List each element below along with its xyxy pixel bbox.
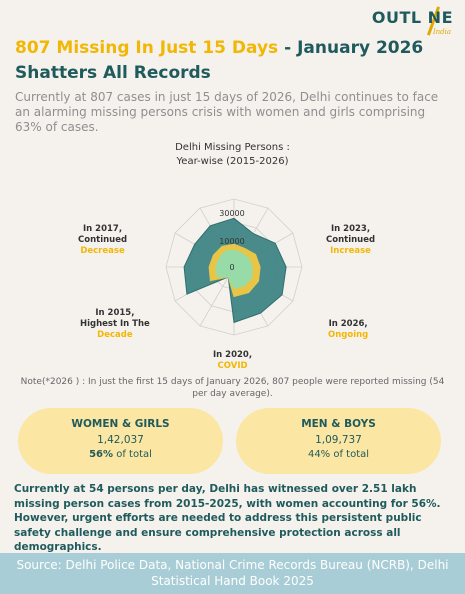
label-2026-line1: In 2026, xyxy=(328,319,368,329)
label-2020-line2: COVID xyxy=(217,361,248,371)
intro-text: Currently at 807 cases in just 15 days o… xyxy=(15,90,439,134)
label-2015-line1: In 2015, xyxy=(95,308,135,318)
label-2017-line2: Continued xyxy=(78,235,128,245)
label-2017: In 2017, Continued Decrease xyxy=(78,224,127,257)
logo-sub-text: India xyxy=(432,28,451,36)
chart-title-line2: Year-wise (2015-2026) xyxy=(176,156,289,167)
source-footer: Source: Delhi Police Data, National Crim… xyxy=(0,553,465,594)
women-girls-card: WOMEN & GIRLS 1,42,037 56% of total xyxy=(18,408,223,474)
headline-separator: - xyxy=(278,38,298,58)
women-card-pct-suffix: of total xyxy=(113,449,152,460)
label-2017-line3: Decrease xyxy=(80,246,125,256)
label-2015-line2: Highest In The xyxy=(80,319,150,329)
label-2026-line2: Ongoing xyxy=(328,330,369,340)
women-card-pct-value: 56% xyxy=(89,449,114,460)
note-text: Note(*2026 ) : In just the first 15 days… xyxy=(20,377,445,399)
outline-india-logo: OUTL NE India xyxy=(371,6,455,42)
label-2017-line1: In 2017, xyxy=(83,224,123,234)
label-2023-line1: In 2023, xyxy=(331,224,371,234)
chart-title: Delhi Missing Persons : Year-wise (2015-… xyxy=(0,141,465,169)
radar-series xyxy=(183,217,287,324)
radial-tick-0: 0 xyxy=(229,263,234,272)
headline-highlight: 807 Missing In Just 15 Days xyxy=(15,38,279,58)
men-card-number: 1,09,737 xyxy=(315,434,362,446)
radar-series-3 xyxy=(215,249,253,290)
label-2023-line3: Increase xyxy=(330,246,371,256)
label-2015-line3: Decade xyxy=(97,330,133,340)
label-2026: In 2026, Ongoing xyxy=(328,319,368,341)
women-card-pct: 56% of total xyxy=(18,449,223,460)
logo-brand-text: OUTL NE xyxy=(371,8,453,27)
chart-title-line1: Delhi Missing Persons : xyxy=(175,142,290,153)
label-2020-line1: In 2020, xyxy=(213,350,253,360)
headline-line2: Shatters All Records xyxy=(15,63,211,83)
men-card-heading: MEN & BOYS xyxy=(301,418,376,430)
label-2020: In 2020, COVID xyxy=(213,350,252,372)
label-2023-line2: Continued xyxy=(326,235,376,245)
radial-tick-30000: 30000 xyxy=(219,209,244,218)
women-card-number: 1,42,037 xyxy=(97,434,144,446)
headline-date: January 2026 xyxy=(297,38,424,58)
men-card-pct: 44% of total xyxy=(307,449,370,460)
headline: 807 Missing In Just 15 Days - January 20… xyxy=(15,38,423,58)
radial-tick-10000: 10000 xyxy=(219,237,244,246)
women-card-heading: WOMEN & GIRLS xyxy=(71,418,170,430)
label-2015: In 2015, Highest In The Decade xyxy=(80,308,150,341)
summary-text: Currently at 54 persons per day, Delhi h… xyxy=(14,483,441,553)
men-boys-card: MEN & BOYS 1,09,737 44% of total xyxy=(236,408,441,474)
label-2023: In 2023, Continued Increase xyxy=(326,224,375,257)
